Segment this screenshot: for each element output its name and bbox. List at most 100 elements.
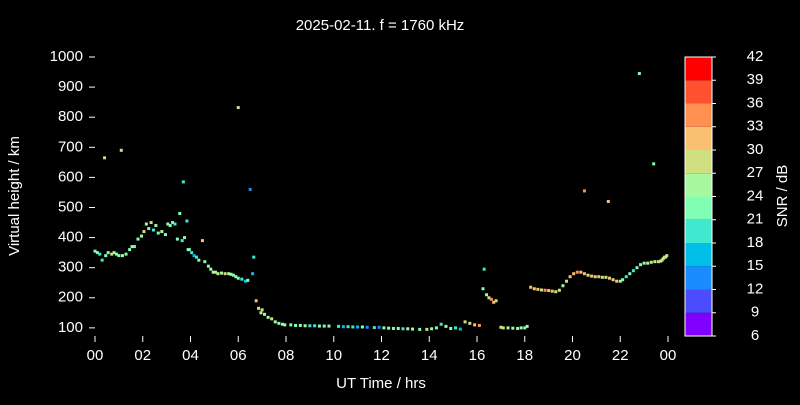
point [575, 270, 579, 274]
point [231, 273, 235, 277]
point [252, 255, 256, 259]
point [178, 212, 182, 216]
point [181, 180, 185, 184]
point [251, 272, 255, 276]
x-tick-label: 02 [134, 347, 151, 364]
point [211, 270, 215, 274]
point [214, 270, 218, 274]
colorbar-tick-label: 12 [747, 280, 764, 297]
point [477, 323, 481, 327]
point [346, 325, 350, 329]
point [327, 324, 331, 328]
point [482, 267, 486, 271]
point [425, 327, 429, 331]
y-tick-label: 900 [58, 78, 83, 95]
point [554, 290, 558, 294]
y-tick-label: 200 [58, 289, 83, 306]
point [322, 324, 326, 328]
point [430, 327, 434, 331]
point [661, 257, 665, 261]
point [163, 233, 167, 237]
point [185, 219, 189, 223]
point [149, 221, 153, 225]
point [98, 252, 102, 256]
point [458, 327, 462, 331]
point [216, 272, 220, 276]
point [485, 293, 489, 297]
y-axis-label: Virtual height / km [6, 136, 23, 256]
point [140, 234, 144, 238]
chart-title: 2025-02-11. f = 1760 kHz [296, 17, 465, 34]
colorbar-band [685, 173, 712, 197]
point [532, 287, 536, 291]
x-tick-label: 16 [469, 347, 486, 364]
point [547, 289, 551, 293]
point [236, 276, 240, 280]
point [254, 299, 258, 303]
colorbar-tick-label: 36 [747, 94, 764, 111]
colorbar-tick-label: 33 [747, 118, 764, 135]
point [248, 187, 252, 191]
point [600, 275, 604, 279]
point [621, 278, 625, 282]
point [418, 327, 422, 331]
point [454, 326, 458, 330]
colorbar-label: SNR / dB [774, 165, 791, 228]
colorbar-tick-label: 42 [747, 48, 764, 65]
point [618, 279, 622, 283]
point [197, 258, 201, 262]
point [639, 263, 643, 267]
point [147, 227, 151, 231]
y-tick-label: 1000 [50, 48, 83, 65]
point [154, 224, 158, 228]
point [494, 299, 498, 303]
point [220, 271, 224, 275]
x-tick-label: 06 [230, 347, 247, 364]
point [236, 106, 240, 110]
x-tick-label: 20 [564, 347, 581, 364]
point [565, 279, 569, 283]
point [192, 254, 196, 258]
colorbar-band [685, 312, 712, 336]
colorbar-band [685, 80, 712, 104]
point [543, 288, 547, 292]
point [206, 264, 210, 268]
point [649, 260, 653, 264]
point [628, 272, 632, 276]
point [656, 260, 660, 264]
point [171, 221, 175, 225]
point [259, 311, 263, 315]
x-tick-label: 22 [612, 347, 629, 364]
point [572, 272, 576, 276]
point [536, 287, 540, 291]
point [611, 278, 615, 282]
x-tick-label: 08 [278, 347, 295, 364]
point [631, 269, 635, 273]
point [104, 254, 108, 258]
point [183, 236, 187, 240]
point [449, 326, 453, 330]
x-tick-label: 00 [660, 347, 677, 364]
point [637, 72, 641, 76]
point [294, 323, 298, 327]
point [289, 323, 293, 327]
point [273, 320, 277, 324]
point [586, 273, 590, 277]
point [130, 245, 134, 249]
point [597, 275, 601, 279]
point [266, 315, 270, 319]
x-tick-label: 00 [87, 347, 104, 364]
point [642, 261, 646, 265]
point [229, 272, 233, 276]
point [175, 237, 179, 241]
point [313, 324, 317, 328]
x-tick-label: 04 [182, 347, 199, 364]
point [95, 251, 99, 255]
point [529, 285, 533, 289]
point [406, 327, 410, 331]
point [270, 317, 274, 321]
point [646, 261, 650, 265]
point [194, 255, 198, 259]
point [136, 237, 140, 241]
